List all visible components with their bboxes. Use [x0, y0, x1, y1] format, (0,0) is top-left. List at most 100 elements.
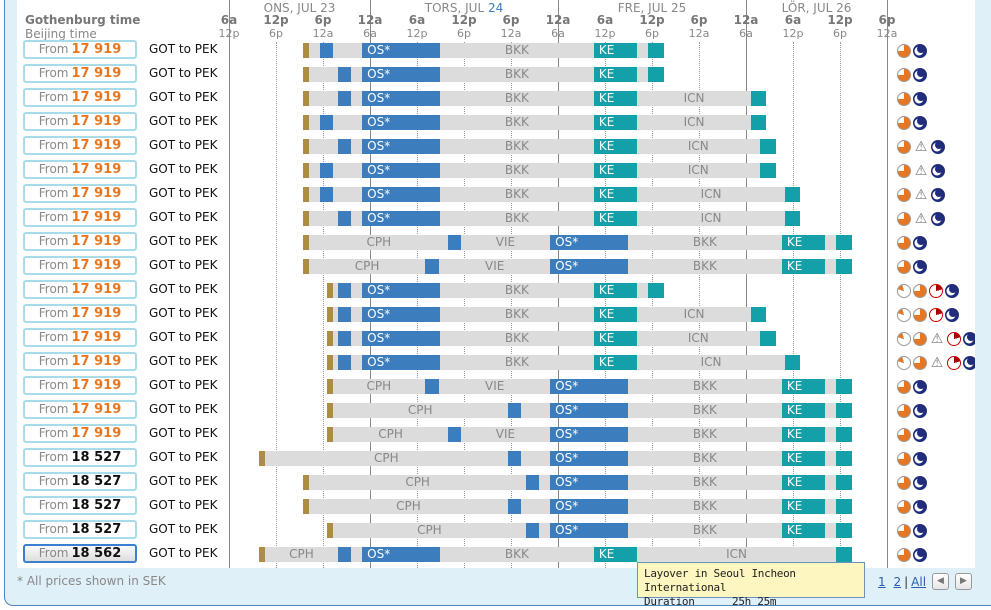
moon-icon[interactable] — [931, 139, 945, 154]
flight-segment-os[interactable] — [338, 211, 352, 226]
flight-segment-os[interactable]: OS* — [362, 67, 440, 82]
ground-transport-segment[interactable] — [302, 235, 310, 250]
flight-segment-os[interactable] — [338, 139, 352, 154]
ground-transport-segment[interactable] — [326, 523, 333, 538]
flight-segment-os[interactable]: OS* — [362, 43, 440, 58]
flight-segment-ke[interactable] — [751, 91, 767, 106]
moon-icon[interactable] — [913, 67, 927, 82]
clock-orange-icon[interactable] — [897, 547, 911, 562]
ground-transport-segment[interactable] — [302, 187, 310, 202]
flight-segment-os[interactable] — [338, 331, 352, 346]
layover-label[interactable]: BKK — [504, 307, 529, 321]
flight-segment-ke[interactable] — [836, 235, 852, 250]
flight-segment-os[interactable]: OS* — [550, 451, 628, 466]
ground-transport-segment[interactable] — [326, 379, 333, 394]
flight-segment-ke[interactable]: KE — [781, 427, 825, 442]
ground-transport-segment[interactable] — [326, 355, 333, 370]
price-button[interactable]: From 17 919 — [23, 208, 137, 227]
moon-icon[interactable] — [913, 115, 927, 130]
flight-segment-ke[interactable] — [648, 43, 664, 58]
layover-label[interactable]: BKK — [504, 43, 529, 57]
flight-segment-ke[interactable]: KE — [593, 331, 637, 346]
layover-label[interactable]: ICN — [700, 187, 722, 201]
flight-segment-ke[interactable] — [759, 331, 777, 346]
layover-label[interactable]: ICN — [683, 91, 705, 105]
ground-transport-segment[interactable] — [326, 403, 333, 418]
layover-label[interactable]: BKK — [692, 235, 717, 249]
clock-orange-icon[interactable] — [897, 235, 911, 250]
price-button[interactable]: From 17 919 — [23, 112, 137, 131]
clock-orange-icon[interactable] — [897, 427, 911, 442]
flight-segment-os[interactable] — [526, 523, 540, 538]
layover-label[interactable]: BKK — [504, 67, 529, 81]
layover-label[interactable]: BKK — [692, 523, 717, 537]
layover-label[interactable]: BKK — [692, 427, 717, 441]
layover-label[interactable]: BKK — [692, 499, 717, 513]
flight-segment-ke[interactable] — [836, 451, 852, 466]
layover-label[interactable]: CPH — [289, 547, 314, 561]
clock-orange-icon[interactable] — [897, 499, 911, 514]
layover-label[interactable]: BKK — [692, 259, 717, 273]
flight-segment-ke[interactable]: KE — [781, 475, 825, 490]
flight-segment-ke[interactable]: KE — [593, 547, 637, 562]
flight-segment-os[interactable]: OS* — [550, 523, 628, 538]
flight-segment-os[interactable] — [319, 163, 333, 178]
flight-segment-ke[interactable]: KE — [781, 379, 825, 394]
layover-label[interactable]: ICN — [687, 163, 709, 177]
clock-light-icon[interactable] — [897, 355, 911, 370]
clock-red-icon[interactable] — [947, 331, 961, 346]
clock-light-icon[interactable] — [897, 283, 911, 298]
flight-segment-ke[interactable] — [836, 403, 852, 418]
flight-segment-ke[interactable] — [648, 67, 664, 82]
clock-orange-icon[interactable] — [897, 211, 911, 226]
layover-label[interactable]: BKK — [504, 115, 529, 129]
flight-segment-os[interactable] — [338, 67, 352, 82]
flight-segment-ke[interactable]: KE — [781, 403, 825, 418]
price-button[interactable]: From 17 919 — [23, 280, 137, 299]
moon-icon[interactable] — [913, 547, 927, 562]
layover-label[interactable]: ICN — [683, 307, 705, 321]
clock-orange-icon[interactable] — [897, 451, 911, 466]
warning-icon[interactable]: ⚠ — [914, 186, 928, 203]
flight-segment-os[interactable]: OS* — [550, 235, 628, 250]
flight-segment-ke[interactable] — [751, 307, 767, 322]
price-button[interactable]: From 17 919 — [23, 328, 137, 347]
page-1-link[interactable]: 1 — [878, 575, 886, 589]
layover-label[interactable]: CPH — [417, 523, 442, 537]
layover-label[interactable]: CPH — [396, 499, 421, 513]
flight-segment-os[interactable] — [424, 379, 440, 394]
flight-segment-os[interactable] — [338, 91, 352, 106]
flight-segment-ke[interactable]: KE — [781, 235, 825, 250]
ground-transport-segment[interactable] — [302, 499, 310, 514]
layover-label[interactable]: BKK — [692, 475, 717, 489]
layover-label[interactable]: ICN — [700, 211, 722, 225]
warning-icon[interactable]: ⚠ — [914, 138, 928, 155]
price-button[interactable]: From 17 919 — [23, 424, 137, 443]
flight-segment-ke[interactable]: KE — [593, 307, 637, 322]
flight-segment-ke[interactable]: KE — [593, 211, 637, 226]
flight-segment-ke[interactable]: KE — [593, 91, 637, 106]
ground-transport-segment[interactable] — [302, 115, 310, 130]
flight-segment-os[interactable]: OS* — [550, 427, 628, 442]
clock-red-icon[interactable] — [947, 355, 961, 370]
flight-segment-os[interactable] — [319, 115, 333, 130]
moon-icon[interactable] — [931, 163, 945, 178]
flight-segment-os[interactable] — [448, 427, 461, 442]
flight-segment-os[interactable]: OS* — [550, 475, 628, 490]
layover-label[interactable]: CPH — [366, 379, 392, 393]
clock-orange-icon[interactable] — [897, 187, 911, 202]
warning-icon[interactable]: ⚠ — [914, 162, 928, 179]
flight-segment-ke[interactable]: KE — [593, 283, 637, 298]
layover-label[interactable]: CPH — [366, 235, 392, 249]
ground-transport-segment[interactable] — [302, 475, 310, 490]
ground-transport-segment[interactable] — [259, 451, 265, 466]
clock-orange-icon[interactable] — [897, 91, 911, 106]
layover-label[interactable]: ICN — [687, 139, 709, 153]
flight-segment-os[interactable]: OS* — [362, 211, 440, 226]
date-highlight[interactable]: 24 — [487, 1, 504, 15]
price-button[interactable]: From 17 919 — [23, 160, 137, 179]
price-button[interactable]: From 18 562 — [23, 544, 137, 563]
layover-label[interactable]: ICN — [726, 547, 747, 561]
layover-label[interactable]: BKK — [504, 163, 529, 177]
flight-segment-os[interactable]: OS* — [550, 379, 628, 394]
